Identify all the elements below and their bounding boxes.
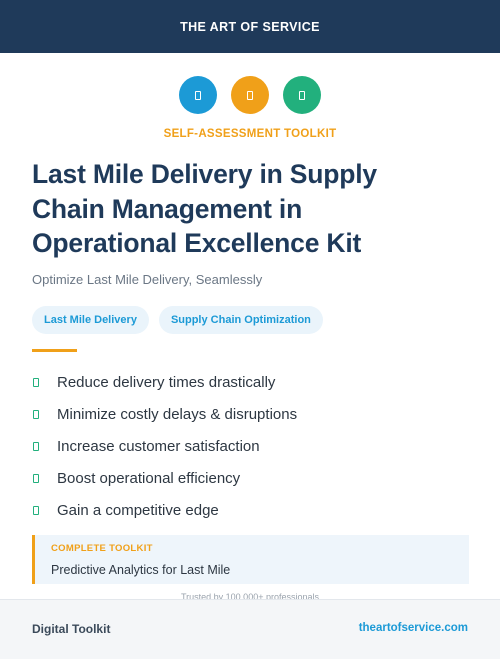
footer-product-type: Digital Toolkit (32, 622, 111, 636)
footer: Digital Toolkit theartofservice.com (0, 599, 500, 659)
callout-text: Predictive Analytics for Last Mile (51, 563, 231, 577)
toolkit-callout: COMPLETE TOOLKIT Predictive Analytics fo… (32, 535, 469, 584)
top-banner: THE ART OF SERVICE (0, 0, 500, 53)
benefit-text: Reduce delivery times drastically (57, 373, 276, 391)
document-icon-green (283, 76, 321, 114)
accent-divider (32, 349, 77, 352)
benefit-item: Minimize costly delays & disruptions (32, 398, 297, 430)
title-line: Chain Management in (32, 193, 303, 224)
benefit-text: Boost operational efficiency (57, 469, 241, 487)
benefit-item: Reduce delivery times drastically (32, 366, 297, 398)
tag-list: Last Mile Delivery Supply Chain Optimiza… (32, 306, 323, 334)
title-line: Operational Excellence Kit (32, 228, 362, 258)
document-icon (247, 90, 253, 100)
callout-label: COMPLETE TOOLKIT (51, 543, 153, 554)
benefit-text: Minimize costly delays & disruptions (57, 405, 298, 423)
benefit-text: Increase customer satisfaction (57, 437, 260, 455)
subtitle: Optimize Last Mile Delivery, Seamlessly (32, 272, 263, 287)
brand-name: THE ART OF SERVICE (180, 19, 320, 34)
tag-last-mile-delivery: Last Mile Delivery (32, 306, 149, 334)
page-title: Last Mile Delivery in Supply Chain Manag… (32, 157, 472, 261)
benefit-text: Gain a competitive edge (57, 501, 219, 519)
trusted-note: Trusted by 100,000+ professionals (180, 592, 319, 600)
check-icon (33, 409, 39, 419)
benefit-item: Gain a competitive edge (32, 494, 297, 526)
check-icon (33, 473, 39, 483)
icon-row (0, 76, 500, 114)
benefit-item: Boost operational efficiency (32, 462, 297, 494)
document-icon-blue (179, 76, 217, 114)
benefits-list: Reduce delivery times drastically Minimi… (32, 366, 297, 526)
footer-website-link[interactable]: theartofservice.com (358, 622, 468, 634)
document-icon (195, 90, 201, 100)
document-icon (299, 90, 305, 100)
document-icon-orange (231, 76, 269, 114)
check-icon (33, 441, 39, 451)
check-icon (33, 377, 39, 387)
tag-supply-chain-optimization: Supply Chain Optimization (158, 306, 323, 334)
check-icon (33, 505, 39, 515)
kicker-label: SELF-ASSESSMENT TOOLKIT (163, 128, 337, 140)
title-line: Last Mile Delivery in Supply (32, 159, 377, 189)
benefit-item: Increase customer satisfaction (32, 430, 297, 462)
